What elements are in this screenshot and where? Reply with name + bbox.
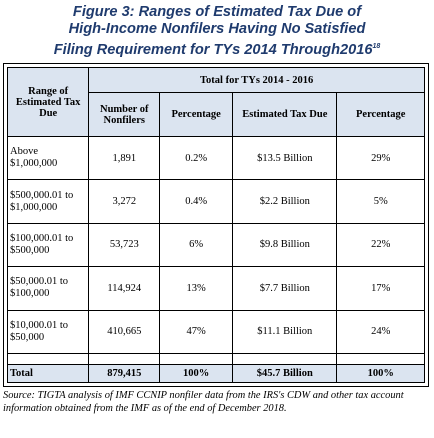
tax-due-cell: $13.5 Billion xyxy=(232,135,338,181)
title-line-1: Figure 3: Ranges of Estimated Tax Due of xyxy=(72,4,362,20)
tax-due-cell: $9.8 Billion xyxy=(232,222,338,268)
percentage-nonfilers-column-header: Percentage xyxy=(159,92,234,137)
title-footnote: 18 xyxy=(372,43,381,50)
nonfilers-cell: 3,272 xyxy=(88,179,161,224)
range-column-header: Range of Estimated Tax Due xyxy=(6,67,90,137)
range-cell: $500,000.01 to $1,000,000 xyxy=(6,179,90,224)
percentage-nonfilers-cell: 13% xyxy=(159,266,234,311)
range-cell: $10,000.01 to $50,000 xyxy=(6,309,90,355)
percentage-nonfilers-cell: 0.4% xyxy=(159,179,234,224)
source-note: Source: TIGTA analysis of IMF CCNIP nonf… xyxy=(3,390,404,414)
percentage-nonfilers-cell: 0.2% xyxy=(159,135,234,181)
group-column-header: Total for TYs 2014 - 2016 xyxy=(88,67,425,93)
percentage-tax-cell: 22% xyxy=(336,222,425,268)
total-nonfilers: 879,415 xyxy=(88,364,161,383)
nonfilers-cell: 1,891 xyxy=(88,135,161,181)
figure-title: Figure 3: Ranges of Estimated Tax Due of… xyxy=(0,4,434,59)
tax-range-table: Range of Estimated Tax Due Total for TYs… xyxy=(3,63,429,387)
empty-cell xyxy=(159,353,234,365)
spacer-row xyxy=(6,353,425,365)
percentage-tax-cell: 24% xyxy=(336,309,425,355)
percentage-tax-cell: 5% xyxy=(336,179,425,224)
table-row: $100,000.01 to $500,000 53,723 6% $9.8 B… xyxy=(6,222,425,268)
percentage-tax-cell: 17% xyxy=(336,266,425,311)
table-row: $500,000.01 to $1,000,000 3,272 0.4% $2.… xyxy=(6,179,425,224)
tax-due-column-header: Estimated Tax Due xyxy=(232,92,338,137)
range-cell: $50,000.01 to $100,000 xyxy=(6,266,90,311)
range-cell: $100,000.01 to $500,000 xyxy=(6,222,90,268)
percentage-tax-column-header: Percentage xyxy=(336,92,425,137)
tax-due-cell: $7.7 Billion xyxy=(232,266,338,311)
nonfilers-cell: 114,924 xyxy=(88,266,161,311)
range-cell: Above $1,000,000 xyxy=(6,135,90,181)
table-row: $10,000.01 to $50,000 410,665 47% $11.1 … xyxy=(6,309,425,355)
title-line-2: High-Income Nonfilers Having No Satisfie… xyxy=(68,21,366,37)
empty-cell xyxy=(88,353,161,365)
percentage-nonfilers-cell: 47% xyxy=(159,309,234,355)
nonfilers-cell: 410,665 xyxy=(88,309,161,355)
empty-cell xyxy=(232,353,338,365)
nonfilers-column-header: Number of Nonfilers xyxy=(88,92,161,137)
table-row: Above $1,000,000 1,891 0.2% $13.5 Billio… xyxy=(6,135,425,181)
total-percentage-tax: 100% xyxy=(336,364,425,383)
total-tax-due: $45.7 Billion xyxy=(232,364,338,383)
total-label: Total xyxy=(6,364,90,383)
tax-due-cell: $2.2 Billion xyxy=(232,179,338,224)
title-line-3: Filing Requirement for TYs 2014 Through2… xyxy=(0,38,434,59)
empty-cell xyxy=(336,353,425,365)
total-percentage-nonfilers: 100% xyxy=(159,364,234,383)
nonfilers-cell: 53,723 xyxy=(88,222,161,268)
empty-cell xyxy=(6,353,90,365)
total-row: Total 879,415 100% $45.7 Billion 100% xyxy=(6,364,425,383)
percentage-tax-cell: 29% xyxy=(336,135,425,181)
table-row: $50,000.01 to $100,000 114,924 13% $7.7 … xyxy=(6,266,425,311)
title-line-3-text: Filing Requirement for TYs 2014 Through2… xyxy=(53,41,373,58)
tax-due-cell: $11.1 Billion xyxy=(232,309,338,355)
percentage-nonfilers-cell: 6% xyxy=(159,222,234,268)
